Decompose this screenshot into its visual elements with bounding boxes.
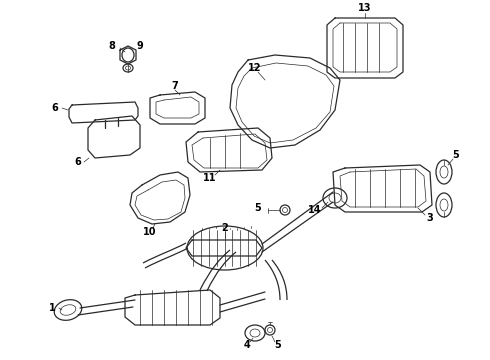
Text: 5: 5 <box>255 203 261 213</box>
Text: 8: 8 <box>109 41 116 51</box>
Text: 3: 3 <box>427 213 433 223</box>
Text: 5: 5 <box>453 150 459 160</box>
Text: 6: 6 <box>74 157 81 167</box>
Text: 5: 5 <box>274 340 281 350</box>
Text: 12: 12 <box>248 63 262 73</box>
Text: 1: 1 <box>49 303 55 313</box>
Text: 13: 13 <box>358 3 372 13</box>
Text: 11: 11 <box>203 173 217 183</box>
Text: 2: 2 <box>221 223 228 233</box>
Text: 4: 4 <box>244 340 250 350</box>
Text: 14: 14 <box>308 205 322 215</box>
Text: 7: 7 <box>172 81 178 91</box>
Text: 9: 9 <box>137 41 144 51</box>
Text: 10: 10 <box>143 227 157 237</box>
Text: 6: 6 <box>51 103 58 113</box>
